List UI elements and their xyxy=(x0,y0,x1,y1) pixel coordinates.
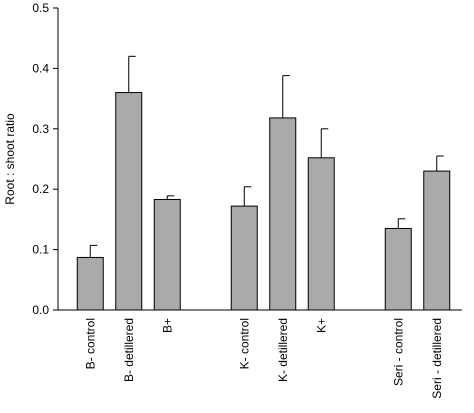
y-axis-label: Root : shoot ratio xyxy=(3,113,17,205)
y-tick-label: 0.3 xyxy=(32,122,49,136)
bar xyxy=(76,256,104,311)
x-tick-label: K- control xyxy=(237,318,251,369)
bar xyxy=(307,157,335,311)
x-tick-label: B+ xyxy=(160,318,174,333)
x-tick-label: Seri - detillered xyxy=(430,318,444,399)
x-tick-label: K+ xyxy=(314,318,328,333)
y-tick-label: 0.0 xyxy=(32,303,49,317)
bar xyxy=(115,92,143,311)
y-tick-label: 0.1 xyxy=(32,243,49,257)
bar xyxy=(384,227,412,311)
y-tick-label: 0.5 xyxy=(32,1,49,15)
x-tick-label: Seri - control xyxy=(391,318,405,386)
x-tick-label: B- control xyxy=(83,318,97,369)
x-tick-label: K- detillered xyxy=(276,318,290,382)
y-tick-label: 0.2 xyxy=(32,182,49,196)
bar xyxy=(423,170,451,311)
bar xyxy=(230,205,258,311)
bar xyxy=(153,198,181,311)
x-tick-label: B- detillered xyxy=(122,318,136,382)
bar xyxy=(269,117,297,311)
y-tick-label: 0.4 xyxy=(32,61,49,75)
